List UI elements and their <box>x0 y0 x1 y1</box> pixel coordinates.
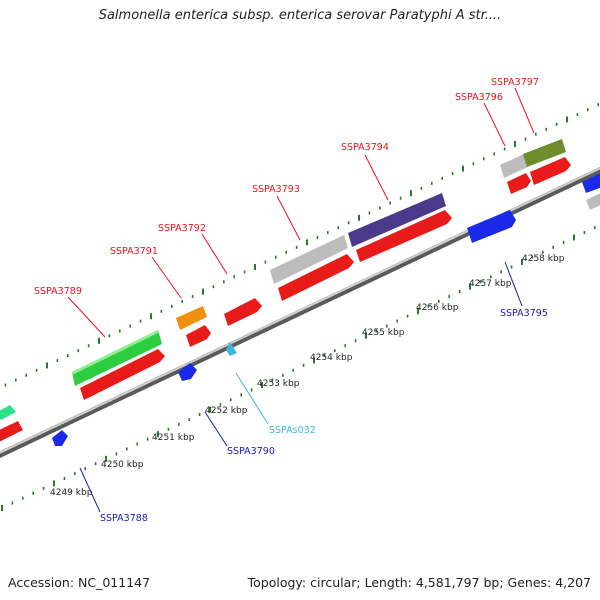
gene-box-red-left <box>0 421 23 442</box>
gene-box-gray-right <box>586 193 600 210</box>
scale-label-4251: 4251 kbp <box>152 433 195 443</box>
leader-lines <box>67 87 535 513</box>
gene-box-red-3792 <box>224 298 262 326</box>
gene-box-red-3791 <box>186 325 211 347</box>
gene-box-red-3794 <box>356 210 452 262</box>
accession-text: Accession: NC_011147 <box>8 575 151 590</box>
gene-box-gray-3796 <box>500 154 528 178</box>
gene-label-sspa3793: SSPA3793 <box>252 184 300 195</box>
gene-box-purple-3794 <box>348 193 446 247</box>
gene-box-red-3796 <box>507 173 531 194</box>
scale-labels: 4249 kbp 4250 kbp 4251 kbp 4252 kbp 4253… <box>50 254 565 498</box>
scale-label-4250: 4250 kbp <box>101 460 144 470</box>
gene-label-sspa3791: SSPA3791 <box>110 246 158 257</box>
gene-box-green-3789-top <box>72 330 158 375</box>
scale-label-4254: 4254 kbp <box>310 353 353 363</box>
inner-tick-row <box>1 226 596 511</box>
gene-labels: SSPA3789 SSPA3791 SSPA3792 SSPA3793 SSPA… <box>34 77 548 524</box>
gene-box-blue-3788 <box>52 430 68 446</box>
scale-label-4256: 4256 kbp <box>416 303 459 313</box>
topology-text: Topology: circular; Length: 4,581,797 bp… <box>247 575 591 590</box>
gene-box-cyan-s032 <box>226 342 237 356</box>
scale-label-4252: 4252 kbp <box>205 406 248 416</box>
gene-box-blue-3795 <box>467 210 516 243</box>
gene-box-blue-3790 <box>178 363 197 381</box>
gene-label-sspa3796: SSPA3796 <box>455 92 503 103</box>
gene-box-red-3789 <box>80 349 165 400</box>
scale-label-4249: 4249 kbp <box>50 488 93 498</box>
gene-features <box>0 139 600 446</box>
gene-label-sspa3790: SSPA3790 <box>227 446 275 457</box>
scale-label-4258: 4258 kbp <box>522 254 565 264</box>
gene-box-red-3797 <box>530 157 571 185</box>
gene-label-sspa3788: SSPA3788 <box>100 513 148 524</box>
map-title: Salmonella enterica subsp. enterica sero… <box>98 8 502 23</box>
scale-label-4257: 4257 kbp <box>469 279 512 289</box>
gene-label-sspa3789: SSPA3789 <box>34 286 82 297</box>
gene-label-sspa3795: SSPA3795 <box>500 308 548 319</box>
scale-label-4253: 4253 kbp <box>257 379 300 389</box>
outer-tick-row <box>4 103 600 387</box>
gene-box-green-3789 <box>72 330 162 386</box>
gene-label-sspas032: SSPAs032 <box>269 425 316 436</box>
gene-label-sspa3792: SSPA3792 <box>158 223 206 234</box>
gene-box-olive-3797 <box>523 139 566 167</box>
gene-box-blue-right <box>582 173 600 193</box>
gene-label-sspa3794: SSPA3794 <box>341 142 389 153</box>
gene-box-orange-3791 <box>176 306 207 330</box>
gene-label-sspa3797: SSPA3797 <box>491 77 539 88</box>
gene-box-teal <box>0 405 16 420</box>
gene-box-gray-3793 <box>270 235 348 284</box>
gene-box-red-3793 <box>278 254 354 301</box>
scale-label-4255: 4255 kbp <box>362 328 405 338</box>
